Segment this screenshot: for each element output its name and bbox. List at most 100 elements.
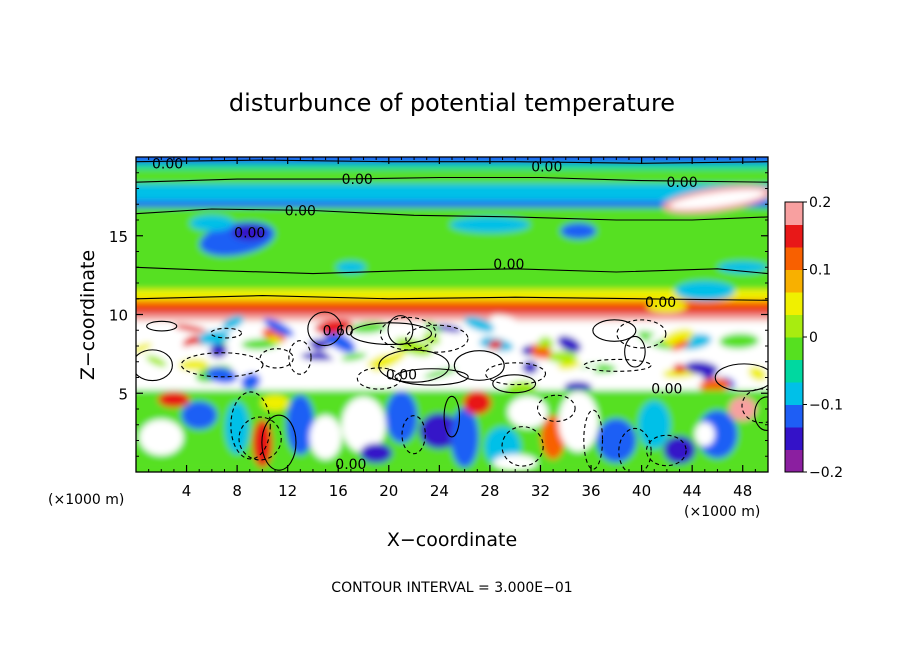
colorbar-swatch [785, 224, 803, 248]
contour-label: 0.00 [342, 172, 373, 188]
field-band [136, 169, 768, 184]
x-tick-label: 4 [182, 482, 192, 500]
contour-label: 0.00 [645, 295, 676, 311]
x-unit-right: (×1000 m) [684, 504, 760, 520]
colorbar-tick-label: 0.1 [809, 263, 831, 279]
contour-loop [501, 426, 544, 467]
contour-loop [492, 374, 537, 394]
field-blob [517, 400, 538, 425]
field-blob [350, 322, 387, 334]
colorbar-swatch [785, 269, 803, 293]
field-blob [638, 400, 671, 449]
contour-loop [261, 414, 297, 471]
field-blob [564, 381, 592, 393]
field-blob [463, 390, 492, 415]
contour-loop [180, 352, 264, 378]
field-blob [699, 377, 731, 393]
contour-line [136, 295, 768, 301]
colorbar-swatch [785, 337, 803, 360]
field-blob [522, 360, 538, 374]
contour-interval-note: CONTOUR INTERVAL = 3.000E−01 [331, 580, 572, 596]
field-band [136, 163, 768, 170]
field-blob [450, 407, 479, 468]
contour-loop [645, 434, 687, 467]
field-blob [719, 333, 759, 349]
field-blob [437, 324, 462, 333]
field-blob [335, 261, 366, 274]
field-band [136, 300, 768, 309]
field-blob [263, 318, 294, 337]
field-blob [493, 454, 538, 471]
field-blob [225, 401, 250, 454]
field-blob [314, 319, 353, 334]
contour-loop [618, 427, 652, 472]
field-blob [198, 330, 230, 346]
colorbar-tick-label: −0.2 [809, 465, 843, 481]
colorbar-swatch [785, 292, 803, 315]
field-band [136, 201, 768, 208]
colorbar-swatch [785, 427, 803, 450]
field-blob [353, 412, 374, 437]
colorbar-swatch [785, 449, 803, 473]
contour-loop [714, 363, 768, 392]
x-tick-label: 44 [683, 482, 702, 500]
contour-line [136, 208, 768, 221]
y-tick-label: 5 [118, 385, 128, 403]
x-tick-label: 20 [379, 482, 398, 500]
field-blob [145, 355, 167, 367]
field-band [136, 289, 768, 301]
colorbar-swatch [785, 359, 803, 383]
field-blob [157, 391, 190, 408]
field-blob [360, 443, 393, 464]
contour-loop [387, 315, 414, 346]
y-axis: 5 10 15 [109, 172, 768, 457]
field-blob [241, 373, 261, 390]
contour-loop [754, 396, 768, 431]
x-tick-label: 24 [430, 482, 449, 500]
field-blob [366, 354, 389, 367]
field-blob [309, 415, 342, 460]
x-tick-label: 8 [232, 482, 242, 500]
field-blob [241, 338, 280, 350]
field-blob [568, 409, 589, 434]
contour-loop [453, 350, 505, 381]
contour-loop [536, 394, 576, 422]
y-axis-label: Z−coordinate [77, 250, 99, 380]
field-blob [178, 358, 209, 371]
colorbar: 0.2 0.1 0 −0.1 −0.2 [784, 195, 843, 481]
contour-line [136, 159, 768, 164]
field-blob [419, 413, 460, 450]
field-blob [669, 189, 765, 210]
contour-loop [443, 395, 461, 438]
contour-loop [401, 415, 426, 455]
field-blob [136, 342, 152, 354]
contour-label: 0.00 [531, 159, 562, 175]
colorbar-swatch [785, 247, 803, 270]
field-blob [557, 335, 582, 353]
field-blob [286, 394, 315, 455]
colorbar-swatch [785, 314, 803, 338]
contour-line [136, 176, 768, 183]
heatmap-field: 0.00 0.00 0.00 0.00 0.00 0.00 0.00 0.00 0.60 0.00… [136, 156, 768, 472]
field-blob [684, 361, 719, 376]
contour-line [136, 266, 768, 275]
field-blob [694, 422, 715, 447]
field-blob [222, 315, 244, 331]
field-blob [385, 390, 418, 443]
contour-loop [238, 416, 282, 461]
field-blob [728, 397, 757, 421]
contour-loop [405, 324, 469, 353]
field-blob [151, 425, 172, 450]
contour-label: 0.00 [234, 226, 265, 242]
contour-loop [288, 340, 312, 375]
contour-loop [616, 319, 667, 349]
field-blob [490, 314, 523, 333]
field-blob [189, 215, 234, 232]
contour-label: 0.00 [651, 382, 682, 398]
field-band [136, 183, 768, 202]
contour-label: 0.00 [386, 367, 417, 383]
contour-label: 0.00 [152, 156, 183, 172]
field-blob [295, 378, 318, 393]
contour-loop [350, 322, 433, 346]
